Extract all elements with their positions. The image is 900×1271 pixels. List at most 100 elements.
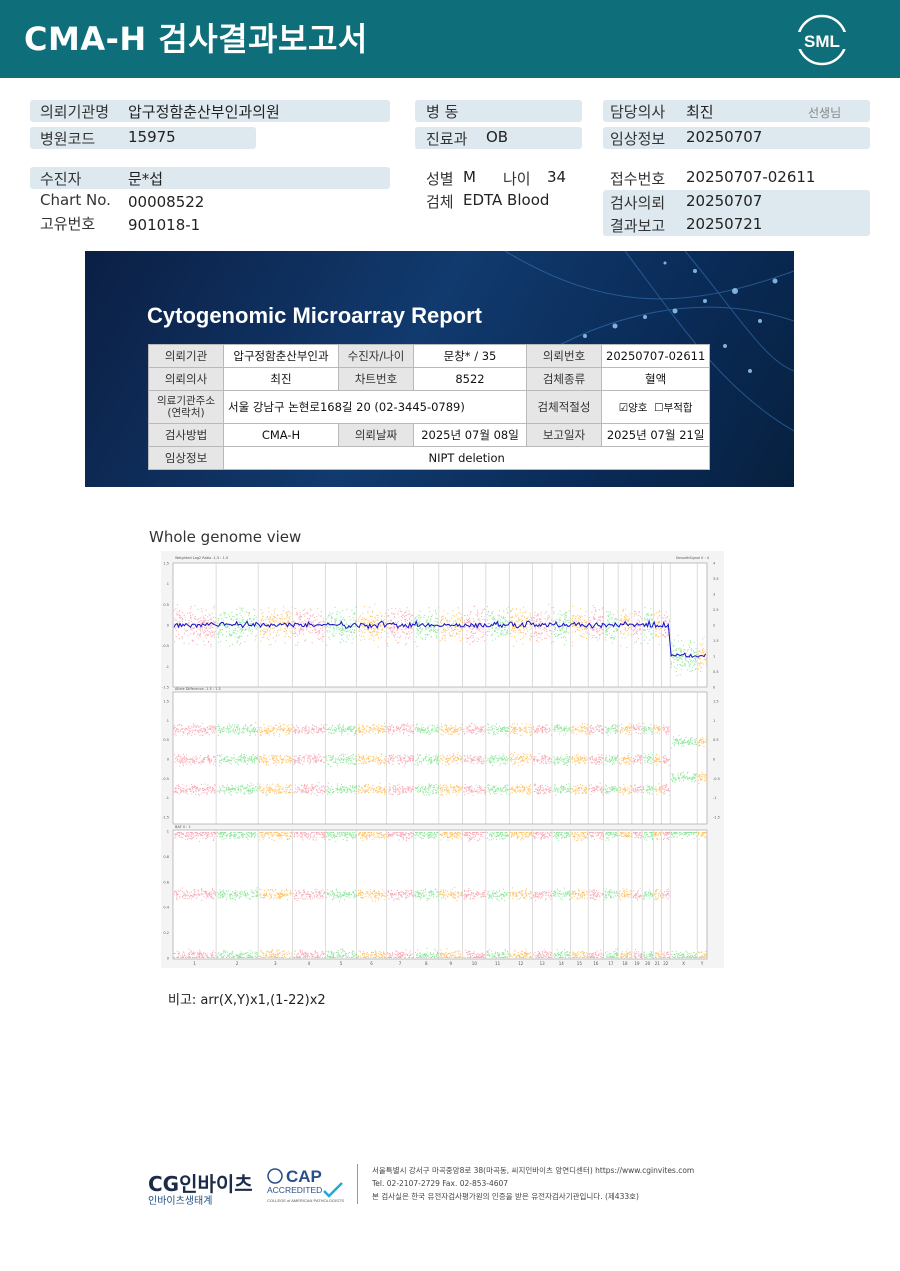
- panel3-tick: 0.8: [163, 855, 169, 859]
- table-cell: 검사방법: [148, 423, 224, 447]
- chart-no-value: 00008522: [128, 193, 205, 211]
- hospital-code-value: 15975: [128, 128, 176, 146]
- chromosome-label: 20: [645, 961, 651, 966]
- chromosome-probe-points: [509, 606, 533, 958]
- cap-logo-text: CAP: [286, 1167, 322, 1186]
- panel1-left-tick: 0: [167, 624, 169, 628]
- report-title: CMA-H 검사결과보고서: [24, 20, 368, 58]
- panel1-right-tick: 3: [713, 593, 715, 597]
- patient-label: 수진자: [40, 170, 82, 188]
- footer-address: 서울특별시 강서구 마곡중앙8로 38(마곡동, 씨지인바이츠 앙연디센터) h…: [372, 1166, 695, 1175]
- chromosome-label: 15: [577, 961, 583, 966]
- ward-bar: [415, 100, 582, 122]
- chromosome-label: 2: [236, 961, 239, 966]
- department-label: 진료과: [426, 130, 468, 148]
- panel2-left-tick: 1.5: [163, 700, 169, 704]
- age-value: 34: [547, 168, 567, 186]
- chromosome-label: 3: [274, 961, 277, 966]
- table-row: 의료기관주소 (연락처) 서울 강남구 논현로168길 20 (02-3445-…: [148, 390, 711, 424]
- panel2-left-tick: 1: [167, 719, 169, 723]
- table-row: 의뢰기관 압구정함춘산부인과 수진자/나이 문창* / 35 의뢰번호 2025…: [148, 344, 711, 368]
- unsuitable-label: 부적합: [663, 401, 693, 414]
- panel1-left-tick: 1.5: [163, 562, 169, 566]
- table-cell: 2025년 07월 21일: [600, 423, 711, 447]
- hospital-code-bar: [30, 127, 256, 149]
- smooth-signal-line: [173, 619, 707, 658]
- panel3-tick: 0.4: [163, 906, 169, 910]
- institution-label: 의뢰기관명: [40, 103, 110, 121]
- report-date-value: 20250721: [686, 215, 763, 233]
- chromosome-label: X: [682, 961, 685, 966]
- genome-view-title: Whole genome view: [149, 528, 302, 546]
- panel2-right-tick: 0: [713, 758, 715, 762]
- footer-contact: 서울특별시 강서구 마곡중앙8로 38(마곡동, 씨지인바이츠 앙연디센터) h…: [372, 1164, 694, 1203]
- chromosome-label: 21: [655, 961, 661, 966]
- department-value: OB: [486, 128, 509, 146]
- cap-logo-college: COLLEGE of AMERICAN PATHOLOGISTS: [267, 1198, 344, 1203]
- table-row: 임상정보 NIPT deletion: [148, 446, 711, 470]
- panel1-left-tick: 0.5: [163, 603, 169, 607]
- request-date-value: 20250707: [686, 192, 763, 210]
- table-cell: CMA-H: [223, 423, 339, 447]
- table-cell: 혈액: [600, 367, 711, 391]
- panel2-right-tick: -0.5: [713, 777, 720, 781]
- specimen-label: 검체: [426, 193, 454, 211]
- unique-id-label: 고유번호: [40, 215, 96, 233]
- chromosome-label: 9: [450, 961, 453, 966]
- chromosome-probe-points: [697, 636, 708, 958]
- banner-title: Cytogenomic Microarray Report: [147, 303, 482, 328]
- panel3-tick: 0.6: [163, 880, 169, 884]
- panel2-left-tick: -1.5: [162, 816, 169, 820]
- patient-value: 문*섭: [128, 170, 164, 188]
- receipt-no-label: 접수번호: [610, 170, 666, 188]
- sex-value: M: [463, 168, 476, 186]
- panel2-left-tick: -0.5: [162, 777, 169, 781]
- panel2-right-tick: 0.5: [713, 738, 719, 742]
- address-value: 서울 강남구 논현로168길 20 (02-3445-0789): [223, 390, 527, 424]
- chromosome-probe-points: [604, 610, 619, 958]
- chromosome-probe-points: [618, 608, 633, 958]
- panel1-left-tick: -0.5: [162, 644, 169, 648]
- hospital-code-label: 병원코드: [40, 130, 96, 148]
- chromosome-probe-points: [357, 603, 387, 958]
- chromosome-probe-points: [293, 607, 326, 958]
- chromosome-probe-points: [258, 606, 293, 958]
- cap-logo-sub: ACCREDITED: [267, 1185, 322, 1195]
- chromosome-probe-points: [632, 610, 643, 958]
- table-cell: 보고일자: [526, 423, 602, 447]
- institution-bar: [30, 100, 390, 122]
- table-cell: 문창* / 35: [413, 344, 527, 368]
- panel2-left-tick: -1: [166, 796, 170, 800]
- address-key: 의료기관주소: [157, 395, 215, 407]
- panel3-tick: 0.2: [163, 931, 169, 935]
- table-cell: 최진: [223, 367, 339, 391]
- microarray-report-banner: Cytogenomic Microarray Report 의뢰기관 압구정함춘…: [85, 251, 794, 487]
- cginvites-logo: CG인바이츠: [148, 1172, 253, 1196]
- table-cell: 의료기관주소 (연락처): [148, 390, 224, 424]
- chromosome-label: 18: [622, 961, 628, 966]
- dates-bar: [603, 190, 870, 236]
- panel2-right-tick: -1.5: [713, 816, 720, 820]
- unique-id-value: 901018-1: [128, 216, 201, 234]
- table-cell: 20250707-02611: [600, 344, 711, 368]
- doctor-label: 담당의사: [610, 103, 666, 121]
- panel1-right-tick: 2: [713, 624, 715, 628]
- chromosome-label: 1: [193, 961, 196, 966]
- chromosome-label: 11: [495, 961, 501, 966]
- age-label: 나이: [503, 170, 531, 188]
- panel1-right-tick: 2.5: [713, 608, 719, 612]
- table-cell: NIPT deletion: [222, 446, 711, 470]
- patient-bar: [30, 167, 390, 189]
- panel1-right-label: SmoothSignal 0 : 4: [676, 556, 710, 560]
- footer-divider: [357, 1164, 358, 1204]
- institution-value: 압구정함춘산부인과의원: [128, 103, 280, 121]
- chromosome-probe-points: [463, 605, 487, 958]
- table-cell: 의뢰번호: [526, 344, 602, 368]
- panel2-right-tick: -1: [713, 796, 717, 800]
- chromosome-label: 4: [308, 961, 311, 966]
- footer-cert: 본 검사실은 한국 유전자검사평가원의 인증을 받은 유전자검사기관입니다. (…: [372, 1192, 639, 1201]
- chromosome-label: 10: [472, 961, 478, 966]
- panel1-right-tick: 3.5: [713, 577, 719, 581]
- table-cell: ☑양호 ☐부적합: [600, 390, 711, 424]
- cginvites-logo-sub: 인바이츠생태계: [148, 1196, 213, 1207]
